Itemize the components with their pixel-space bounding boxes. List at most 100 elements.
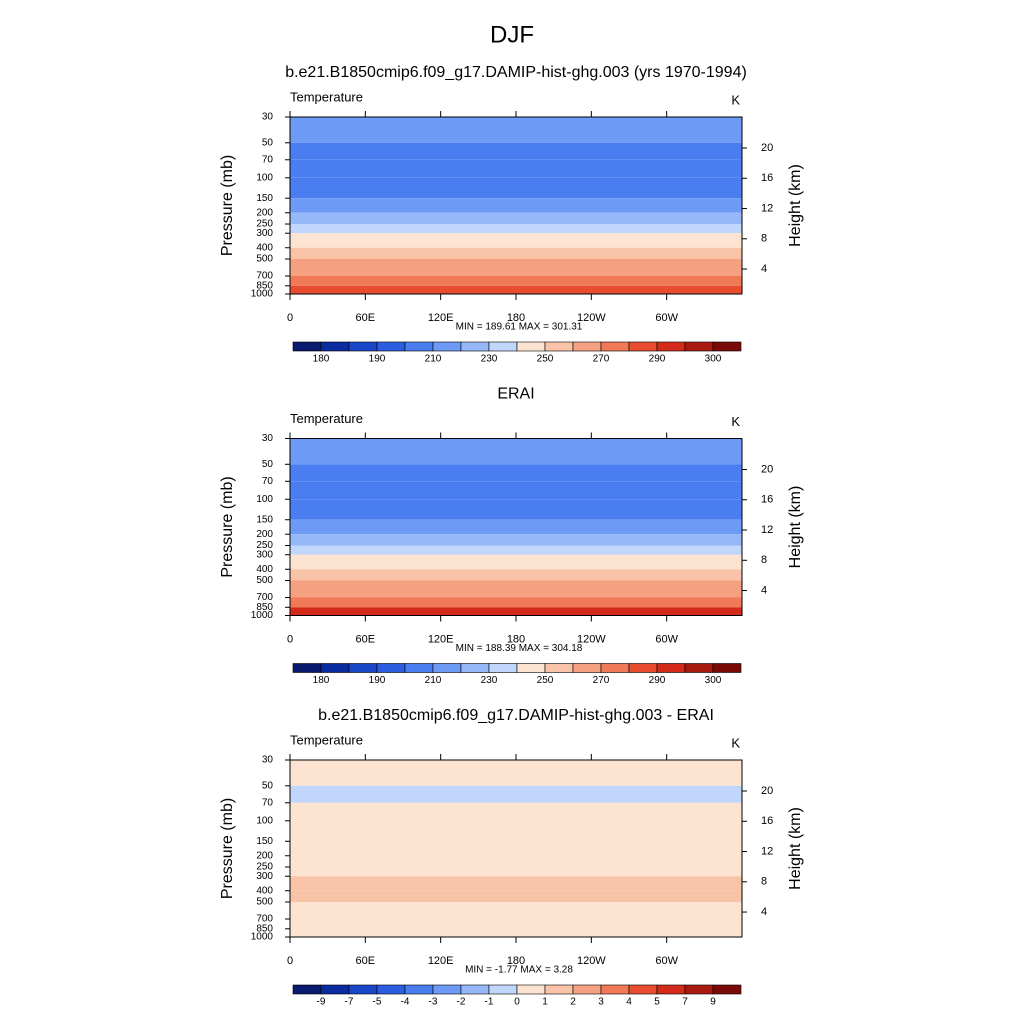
colorbar-box <box>376 663 406 673</box>
x-tick-label: 120E <box>428 955 454 967</box>
colorbar-box <box>600 663 630 673</box>
y-tick-label: 30 <box>262 433 274 444</box>
units-label: K <box>731 414 740 429</box>
colorbar-label: -9 <box>317 997 326 1008</box>
y2-tick-label: 8 <box>761 876 767 888</box>
y-tick-label: 50 <box>262 459 274 470</box>
y-tick-label: 850 <box>256 923 273 934</box>
y-tick-label: 30 <box>262 755 274 766</box>
colorbar-box <box>628 341 658 352</box>
x-tick-label: 60E <box>356 955 376 967</box>
colorbar-label: 300 <box>705 675 722 686</box>
contour-band <box>290 142 742 160</box>
colorbar-label: -2 <box>457 997 466 1008</box>
stats-label: MIN = -1.77 MAX = 3.28 <box>465 965 573 976</box>
y-axis-label: Pressure (mb) <box>219 798 236 899</box>
contour-band <box>290 464 742 482</box>
contour-band <box>290 580 742 598</box>
x-tick-label: 60W <box>655 955 678 967</box>
contour-band <box>290 855 742 868</box>
y2-tick-label: 8 <box>761 554 767 566</box>
colorbar-box <box>348 341 378 352</box>
colorbar-label: -3 <box>429 997 438 1008</box>
colorbar-label: -5 <box>373 997 382 1008</box>
y-tick-label: 250 <box>256 540 273 551</box>
colorbar-box <box>544 984 574 995</box>
colorbar-box <box>572 984 602 995</box>
colorbar-box <box>376 341 406 352</box>
y-tick-label: 200 <box>256 207 273 218</box>
contour-band <box>290 177 742 199</box>
y2-tick-label: 16 <box>761 494 773 506</box>
colorbar-box <box>376 984 406 995</box>
contour-band <box>290 499 742 520</box>
variable-label: Temperature <box>290 89 363 104</box>
y-tick-label: 30 <box>262 112 274 123</box>
colorbar-box <box>404 663 434 673</box>
colorbar-label: 2 <box>570 997 576 1008</box>
y2-axis-label: Height (km) <box>787 807 804 890</box>
y-tick-label: 50 <box>262 780 274 791</box>
colorbar-box <box>348 663 378 673</box>
colorbar-label: 300 <box>705 354 722 365</box>
y-tick-label: 850 <box>256 280 273 291</box>
y-tick-label: 1000 <box>251 289 274 300</box>
colorbar-label: -4 <box>401 997 410 1008</box>
colorbar-box <box>320 663 350 673</box>
y-tick-label: 500 <box>256 254 273 265</box>
colorbar-label: -1 <box>485 997 494 1008</box>
colorbar-label: 0 <box>514 997 520 1008</box>
colorbar-label: 190 <box>369 675 386 686</box>
colorbar-label: 1 <box>542 997 548 1008</box>
x-tick-label: 0 <box>287 633 293 645</box>
colorbar-box <box>460 663 490 673</box>
y2-tick-label: 8 <box>761 233 767 245</box>
y-tick-label: 70 <box>262 154 274 165</box>
units-label: K <box>731 92 740 107</box>
y2-tick-label: 12 <box>761 524 773 536</box>
y-tick-label: 1000 <box>251 932 274 943</box>
contour-band <box>290 760 742 786</box>
contour-band <box>290 233 742 248</box>
colorbar-box <box>516 341 546 352</box>
colorbar-box <box>628 663 658 673</box>
colorbar-box <box>488 984 518 995</box>
contour-band <box>290 212 742 225</box>
y-axis-label: Pressure (mb) <box>219 476 236 577</box>
contour-band <box>290 519 742 535</box>
colorbar-box <box>544 663 574 673</box>
colorbar-label: 290 <box>649 354 666 365</box>
y-tick-label: 150 <box>256 514 273 525</box>
contour-band <box>290 890 742 903</box>
colorbar-label: 230 <box>481 675 498 686</box>
contour-band <box>290 159 742 178</box>
contour-band <box>290 247 742 260</box>
colorbar-box <box>348 984 378 995</box>
colorbar-box <box>516 984 546 995</box>
colorbar-label: -7 <box>345 997 354 1008</box>
contour-band <box>290 554 742 570</box>
x-tick-label: 60E <box>356 312 376 324</box>
colorbar-box <box>432 663 462 673</box>
units-label: K <box>731 735 740 750</box>
colorbar-box <box>292 341 322 352</box>
colorbar-box <box>600 984 630 995</box>
colorbar-label: 5 <box>654 997 660 1008</box>
x-tick-label: 60W <box>655 633 678 645</box>
x-tick-label: 180 <box>507 633 525 645</box>
contour-band <box>290 841 742 856</box>
colorbar-label: 3 <box>598 997 604 1008</box>
colorbar-box <box>656 984 686 995</box>
colorbar-label: 250 <box>537 354 554 365</box>
y-tick-label: 250 <box>256 862 273 873</box>
y-tick-label: 400 <box>256 242 273 253</box>
colorbar-label: 270 <box>593 354 610 365</box>
y2-tick-label: 4 <box>761 584 767 596</box>
y2-tick-label: 16 <box>761 172 773 184</box>
contour-band <box>290 876 742 891</box>
x-tick-label: 120W <box>577 633 606 645</box>
contour-band <box>290 117 742 143</box>
variable-label: Temperature <box>290 411 363 426</box>
contour-band <box>290 928 742 937</box>
